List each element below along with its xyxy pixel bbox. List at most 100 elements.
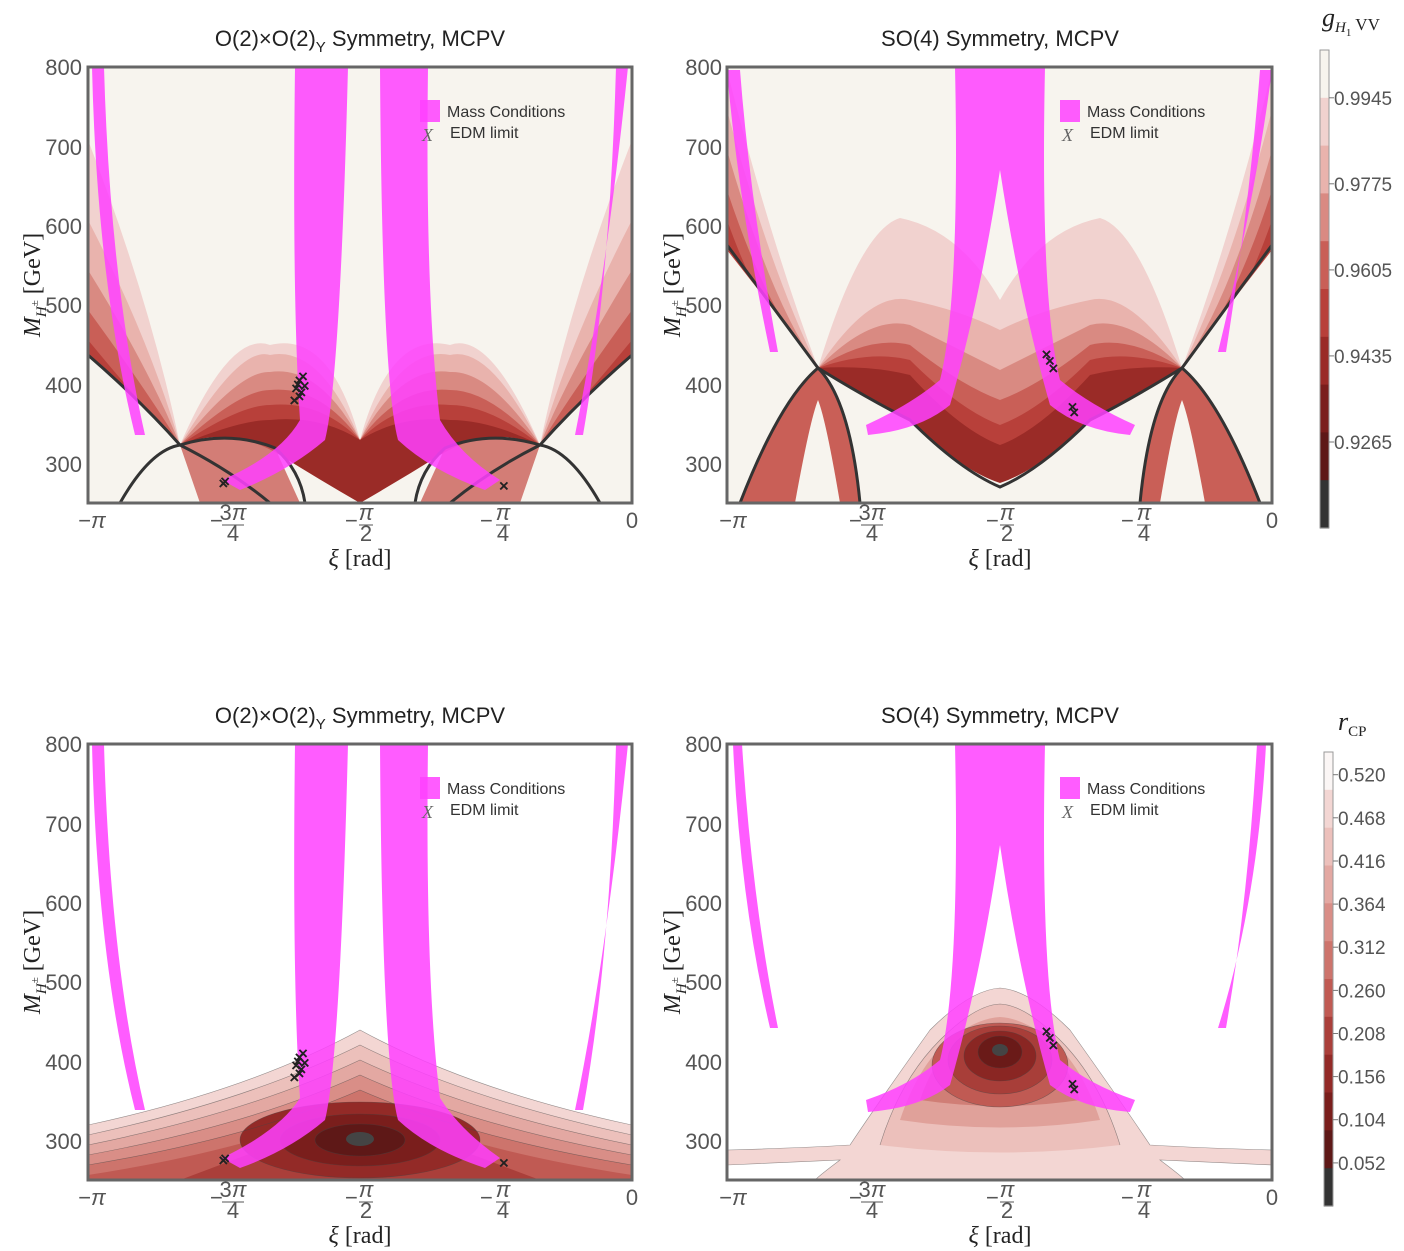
svg-text:−: − xyxy=(986,1185,999,1210)
colorbar-swatch xyxy=(1324,752,1333,791)
svg-text:2: 2 xyxy=(360,521,372,546)
svg-text:4: 4 xyxy=(866,1198,878,1223)
plot-frame xyxy=(725,65,1274,505)
edm-marker: × xyxy=(1042,1022,1052,1041)
panel-title: O(2)×O(2)Y Symmetry, MCPV xyxy=(215,26,505,56)
axes: 800 700 600 500 400 300 −π −3π4 − π2 − π4 … xyxy=(660,732,1278,1249)
colorbar-tick-label: 0.416 xyxy=(1338,852,1386,873)
edm-marker: × xyxy=(220,1149,230,1168)
plot-frame xyxy=(86,742,634,1182)
legend-label: Mass Conditions xyxy=(1087,781,1205,798)
x-tick-label: − π4 xyxy=(480,500,512,546)
y-tick-label: 800 xyxy=(45,55,82,80)
legend-mass-swatch xyxy=(1060,100,1080,122)
colorbar-bottom: rCP 0.5200.4680.4160.3640.3120.2600.2080… xyxy=(1323,707,1386,1207)
edm-marker: × xyxy=(295,1064,305,1083)
colorbar-swatches xyxy=(1324,752,1333,1207)
x-tick-label: − π4 xyxy=(1121,1177,1153,1223)
colorbar-swatch xyxy=(1324,1092,1333,1131)
plot-frame xyxy=(86,65,634,505)
svg-text:4: 4 xyxy=(866,521,878,546)
svg-text:4: 4 xyxy=(497,1198,509,1223)
legend-mass-swatch xyxy=(420,777,440,799)
edm-marker: × xyxy=(218,1151,228,1170)
x-axis-label: ξ [rad] xyxy=(969,546,1032,572)
legend-mass-swatch xyxy=(420,100,440,122)
svg-text:4: 4 xyxy=(227,1198,239,1223)
legend-edm-marker-icon: X xyxy=(1061,125,1074,145)
edm-markers: ×××××××××× × xyxy=(218,1044,509,1172)
plot-background xyxy=(88,67,632,503)
svg-text:−: − xyxy=(849,1185,862,1210)
svg-text:2: 2 xyxy=(1001,1198,1013,1223)
legend: Mass Conditions X EDM limit xyxy=(1060,100,1205,145)
colorbar-swatch xyxy=(1320,432,1329,481)
colorbar-swatch xyxy=(1320,193,1329,242)
legend-label: Mass Conditions xyxy=(1087,104,1205,121)
edm-marker: × xyxy=(293,1052,303,1071)
y-tick-label: 700 xyxy=(45,135,82,160)
edm-marker: × xyxy=(1048,359,1058,378)
legend: Mass Conditions X EDM limit xyxy=(1060,777,1205,822)
svg-text:4: 4 xyxy=(1138,1198,1150,1223)
colorbar-ticks: 0.520 0.468 0.416 0.364 0.312 0.260 0.208 0.156… xyxy=(1333,766,1386,1175)
x-tick-label: −π xyxy=(78,508,107,533)
contour-lines xyxy=(727,987,1272,1180)
panel-bottom-right: SO(4) Symmetry, MCPV xyxy=(660,703,1278,1249)
y-tick-label: 400 xyxy=(685,1050,722,1075)
colorbar-swatch xyxy=(1324,827,1333,867)
colorbar-tick-label: 0.9945 xyxy=(1334,89,1392,110)
edm-marker: × xyxy=(298,367,308,386)
edm-marker: × xyxy=(300,1054,310,1073)
legend: Mass Conditions X EDM limit xyxy=(420,100,565,145)
svg-text:4: 4 xyxy=(1138,521,1150,546)
svg-text:−: − xyxy=(1121,508,1134,533)
y-tick-label: 800 xyxy=(685,732,722,757)
y-tick-label: 700 xyxy=(685,135,722,160)
y-tick-label: 800 xyxy=(685,55,722,80)
y-tick-label: 500 xyxy=(45,970,82,995)
edm-markers: ××××× xyxy=(1042,345,1080,422)
contour-lines xyxy=(88,1029,632,1179)
colorbar-swatch xyxy=(1320,241,1329,290)
y-axis-label: MH± [GeV] xyxy=(660,233,690,338)
edm-marker: × xyxy=(291,1056,301,1075)
x-tick-label: −3π4 xyxy=(210,500,248,546)
y-tick-label: 700 xyxy=(685,812,722,837)
svg-text:−: − xyxy=(480,508,493,533)
legend-label: Mass Conditions xyxy=(447,781,565,798)
edm-marker: × xyxy=(295,371,305,390)
colorbar-tick-label: 0.468 xyxy=(1338,809,1386,830)
colorbar-swatch xyxy=(1324,1016,1333,1056)
edm-marker: × xyxy=(1045,351,1055,370)
colorbar-tick-label: 0.9605 xyxy=(1334,261,1392,282)
legend-label: EDM limit xyxy=(1090,802,1159,819)
edm-marker: × xyxy=(218,474,228,493)
colorbar-frame xyxy=(1319,49,1330,529)
y-axis-label: MH± [GeV] xyxy=(660,910,690,1015)
axes: 800 700 600 500 400 300 −π −3π4 − π2 − π4 … xyxy=(20,55,638,572)
colorbar-tick-label: 0.312 xyxy=(1338,938,1386,959)
colorbar-top: gH1 VV 0.9945 0.9775 0.9605 0.9435 0.9265 xyxy=(1319,3,1392,529)
x-tick-label: −3π4 xyxy=(210,1177,248,1223)
edm-marker: × xyxy=(296,383,306,402)
panel-title: SO(4) Symmetry, MCPV xyxy=(881,703,1119,728)
colorbar-title: gH1 VV xyxy=(1322,3,1381,39)
svg-text:π: π xyxy=(1137,500,1153,525)
legend-edm-marker-icon: X xyxy=(1061,802,1074,822)
svg-text:π: π xyxy=(496,500,512,525)
x-tick-label: − π2 xyxy=(986,1177,1016,1223)
colorbar-tick-label: 0.104 xyxy=(1338,1111,1386,1132)
y-tick-label: 500 xyxy=(685,293,722,318)
y-tick-label: 700 xyxy=(45,812,82,837)
edm-marker: × xyxy=(1068,1074,1078,1093)
colorbar-swatch xyxy=(1320,384,1329,433)
colorbar-tick-label: 0.208 xyxy=(1338,1025,1386,1046)
y-tick-label: 500 xyxy=(685,970,722,995)
x-tick-label: 0 xyxy=(1266,508,1278,533)
x-tick-label: −π xyxy=(78,1185,107,1210)
colorbar-swatch xyxy=(1320,97,1329,147)
colorbar-swatches xyxy=(1320,50,1329,529)
svg-text:−: − xyxy=(210,508,223,533)
